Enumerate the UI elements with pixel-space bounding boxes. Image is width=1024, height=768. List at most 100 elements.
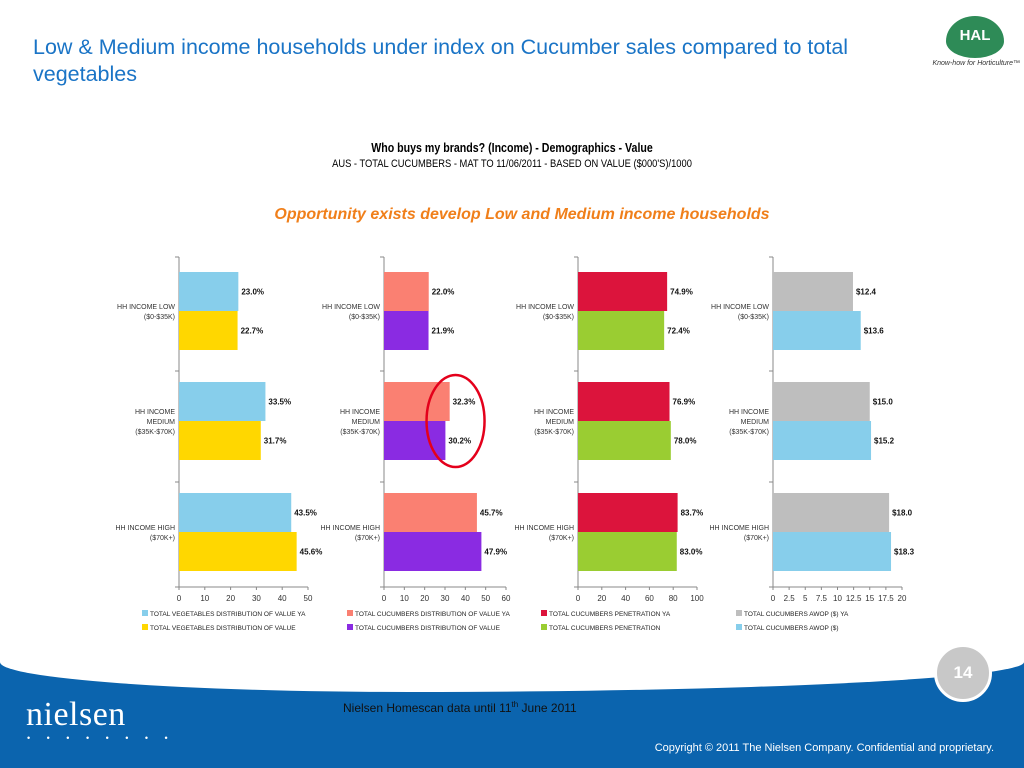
chart-3-data-label: 78.0% bbox=[674, 437, 697, 446]
chart-1-legend-swatch bbox=[142, 610, 148, 616]
chart-1-category-label: HH INCOME LOW bbox=[117, 304, 175, 311]
chart-4-legend-swatch bbox=[736, 610, 742, 616]
chart-4-bar bbox=[773, 421, 872, 460]
nielsen-logo-dots: • • • • • • • • bbox=[27, 733, 175, 743]
chart-2-x-tick-label: 30 bbox=[441, 594, 450, 603]
chart-1-data-label: 22.7% bbox=[241, 327, 264, 336]
chart-4-bar bbox=[773, 493, 890, 532]
opportunity-callout: Opportunity exists develop Low and Mediu… bbox=[274, 206, 770, 223]
page-number-badge: 14 bbox=[934, 644, 992, 702]
chart-3-legend-label: TOTAL CUCUMBERS PENETRATION YA bbox=[549, 611, 671, 618]
chart-2-data-label: 30.2% bbox=[448, 437, 471, 446]
chart-1-legend-swatch bbox=[142, 624, 148, 630]
chart-4-x-tick-label: 17.5 bbox=[878, 594, 894, 603]
chart-4-data-label: $12.4 bbox=[856, 288, 877, 297]
chart-1-bar bbox=[179, 532, 297, 571]
chart-4-x-tick-label: 20 bbox=[898, 594, 907, 603]
chart-3-x-tick-label: 100 bbox=[690, 594, 704, 603]
source-note: Nielsen Homescan data until 11th June 20… bbox=[343, 700, 577, 715]
chart-3-category-label: ($0-$35K) bbox=[543, 314, 574, 321]
chart-2-x-tick-label: 50 bbox=[481, 594, 490, 603]
chart-1-x-tick-label: 50 bbox=[304, 594, 313, 603]
chart-1-data-label: 33.5% bbox=[268, 398, 291, 407]
chart-2-legend-label: TOTAL CUCUMBERS DISTRIBUTION OF VALUE bbox=[355, 625, 501, 632]
chart-2-bar bbox=[384, 493, 477, 532]
source-suffix: June 2011 bbox=[518, 701, 577, 715]
chart-3-bar bbox=[578, 272, 668, 311]
source-sup: th bbox=[511, 700, 519, 709]
chart-2-data-label: 32.3% bbox=[453, 398, 476, 407]
chart-4-legend-label: TOTAL CUCUMBERS AWOP ($) bbox=[744, 625, 839, 632]
chart-4-x-tick-label: 7.5 bbox=[816, 594, 828, 603]
chart-2-data-label: 45.7% bbox=[480, 509, 503, 518]
chart-2-bar bbox=[384, 311, 429, 350]
chart-4-category-label: ($0-$35K) bbox=[738, 314, 769, 321]
chart-1-bar bbox=[179, 272, 239, 311]
chart-4-data-label: $18.3 bbox=[894, 548, 915, 557]
chart-3-bar bbox=[578, 421, 671, 460]
chart-1-data-label: 23.0% bbox=[241, 288, 264, 297]
chart-4-data-label: $18.0 bbox=[892, 509, 913, 518]
chart-3-data-label: 76.9% bbox=[673, 398, 696, 407]
chart-4-data-label: $13.6 bbox=[864, 327, 885, 336]
chart-4-legend-swatch bbox=[736, 624, 742, 630]
chart-1-bar bbox=[179, 421, 261, 460]
chart-3-x-tick-label: 60 bbox=[645, 594, 654, 603]
chart-2-legend-swatch bbox=[347, 624, 353, 630]
chart-4-category-label: HH INCOME HIGH bbox=[710, 525, 770, 532]
chart-1-x-tick-label: 20 bbox=[226, 594, 235, 603]
chart-2-data-label: 47.9% bbox=[484, 548, 507, 557]
chart-3-bar bbox=[578, 382, 670, 421]
chart-3-data-label: 83.0% bbox=[680, 548, 703, 557]
chart-3-category-label: MEDIUM bbox=[546, 419, 575, 426]
chart-3-legend-swatch bbox=[541, 610, 547, 616]
source-prefix: Nielsen Homescan data until 11 bbox=[343, 701, 512, 715]
chart-4-bar bbox=[773, 272, 853, 311]
chart-2-category-label: ($0-$35K) bbox=[349, 314, 380, 321]
chart-3-x-tick-label: 80 bbox=[669, 594, 678, 603]
chart-2-x-tick-label: 60 bbox=[502, 594, 511, 603]
chart-3-data-label: 74.9% bbox=[670, 288, 693, 297]
chart-1-category-label: ($0-$35K) bbox=[144, 314, 175, 321]
chart-2-data-label: 21.9% bbox=[432, 327, 455, 336]
chart-2-legend-label: TOTAL CUCUMBERS DISTRIBUTION OF VALUE YA bbox=[355, 611, 510, 618]
chart-2-category-label: HH INCOME HIGH bbox=[321, 525, 381, 532]
chart-1-category-label: HH INCOME bbox=[135, 409, 175, 416]
chart-2-category-label: HH INCOME LOW bbox=[322, 304, 380, 311]
nielsen-logo: nielsen bbox=[26, 696, 126, 733]
chart-3-x-tick-label: 40 bbox=[621, 594, 630, 603]
chart-2-data-label: 22.0% bbox=[432, 288, 455, 297]
chart-1-x-tick-label: 0 bbox=[177, 594, 182, 603]
chart-2-x-tick-label: 40 bbox=[461, 594, 470, 603]
chart-2-category-label: MEDIUM bbox=[352, 419, 381, 426]
chart-2-legend-swatch bbox=[347, 610, 353, 616]
chart-3-bar bbox=[578, 493, 678, 532]
chart-1-x-tick-label: 30 bbox=[252, 594, 261, 603]
chart-1-category-label: HH INCOME HIGH bbox=[116, 525, 176, 532]
chart-4-data-label: $15.2 bbox=[874, 437, 895, 446]
chart-4-data-label: $15.0 bbox=[873, 398, 894, 407]
chart-1-category-label: ($35K-$70K) bbox=[135, 429, 175, 436]
chart-2-category-label: HH INCOME bbox=[340, 409, 380, 416]
chart-3-x-tick-label: 20 bbox=[597, 594, 606, 603]
chart-2-bar bbox=[384, 532, 482, 571]
chart-1-category-label: MEDIUM bbox=[147, 419, 176, 426]
chart-4-category-label: HH INCOME LOW bbox=[711, 304, 769, 311]
chart-4-category-label: ($70K+) bbox=[744, 535, 769, 542]
chart-4-category-label: ($35K-$70K) bbox=[729, 429, 769, 436]
chart-4-bar bbox=[773, 382, 870, 421]
chart-4-x-tick-label: 15 bbox=[865, 594, 874, 603]
chart-3-category-label: ($70K+) bbox=[549, 535, 574, 542]
chart-1-x-tick-label: 40 bbox=[278, 594, 287, 603]
chart-1-data-label: 31.7% bbox=[264, 437, 287, 446]
chart-1-bar bbox=[179, 493, 292, 532]
hal-logo: HAL Know-how for Horticulture™ bbox=[916, 16, 1020, 74]
chart-1-data-label: 43.5% bbox=[294, 509, 317, 518]
chart-3-data-label: 72.4% bbox=[667, 327, 690, 336]
copyright-text: Copyright © 2011 The Nielsen Company. Co… bbox=[654, 742, 994, 754]
chart-4-category-label: HH INCOME bbox=[729, 409, 769, 416]
highlight-circle bbox=[425, 373, 486, 469]
chart-3-bar bbox=[578, 532, 677, 571]
chart-3-x-tick-label: 0 bbox=[576, 594, 581, 603]
